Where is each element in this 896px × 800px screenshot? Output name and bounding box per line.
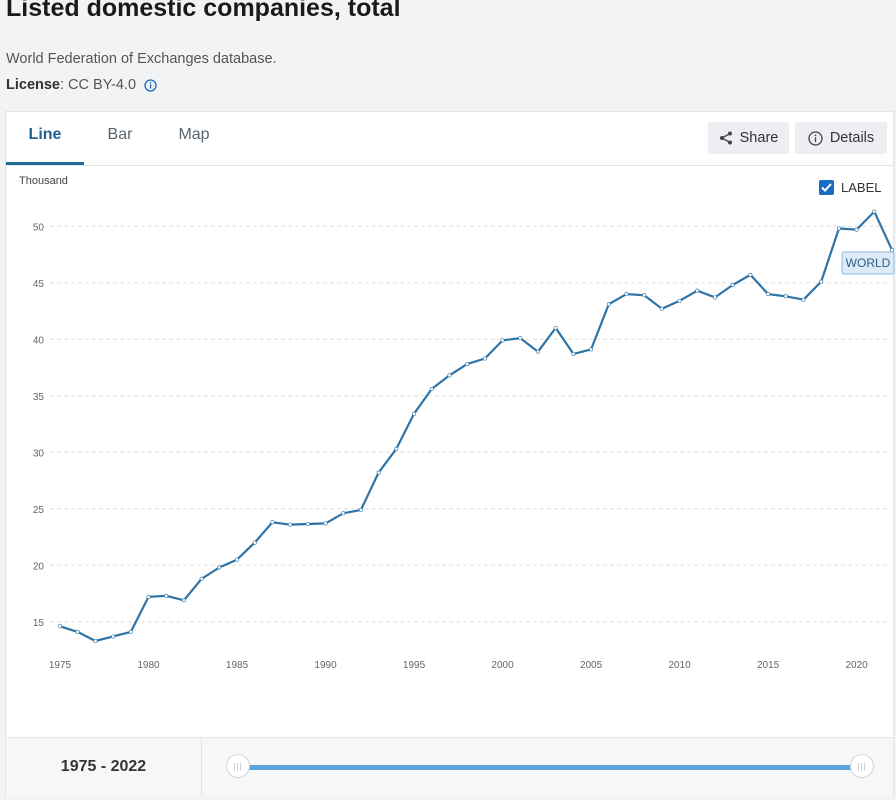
data-point — [783, 294, 788, 299]
y-tick-label: 50 — [33, 222, 45, 233]
info-icon[interactable] — [144, 78, 157, 92]
data-point — [518, 336, 523, 341]
data-point — [323, 521, 328, 526]
data-point — [553, 325, 558, 330]
data-point — [199, 576, 204, 581]
data-point — [358, 507, 363, 512]
data-point — [93, 638, 98, 643]
data-point — [889, 247, 894, 252]
x-tick-label: 1985 — [226, 660, 249, 671]
y-tick-label: 45 — [33, 279, 45, 290]
y-axis-unit: Thousand — [19, 175, 68, 187]
data-point — [57, 624, 62, 629]
series-label-box — [841, 251, 895, 275]
range-footer: 1975 - 2022 ||| ||| — [6, 737, 893, 796]
checkmark-icon — [821, 183, 832, 192]
data-point — [128, 629, 133, 634]
y-tick-label: 25 — [33, 505, 45, 516]
range-end-handle[interactable]: ||| — [850, 754, 874, 778]
chart-panel: Line Bar Map Share Details Thousand LABE… — [5, 111, 895, 796]
info-circle-icon — [808, 130, 823, 146]
data-point — [235, 557, 240, 562]
data-point — [819, 279, 824, 284]
year-range-label: 1975 - 2022 — [6, 738, 202, 796]
tab-bar-chart[interactable]: Bar — [107, 126, 133, 143]
data-point — [270, 520, 275, 525]
tab-line[interactable]: Line — [6, 112, 84, 165]
range-slider-track[interactable] — [238, 765, 863, 770]
data-point — [589, 347, 594, 352]
data-point — [341, 511, 346, 516]
x-tick-label: 2005 — [580, 660, 603, 671]
data-point — [181, 598, 186, 603]
page-title: Listed domestic companies, total — [6, 0, 401, 22]
data-point — [748, 272, 753, 277]
data-point — [642, 293, 647, 298]
y-tick-label: 35 — [33, 392, 45, 403]
x-tick-label: 2020 — [845, 660, 868, 671]
data-point — [854, 227, 859, 232]
share-label: Share — [739, 130, 779, 146]
x-tick-label: 2015 — [757, 660, 780, 671]
data-point — [376, 470, 381, 475]
data-point — [801, 297, 806, 302]
data-point — [146, 594, 151, 599]
license-line: License : CC BY-4.0 — [6, 77, 157, 93]
slider-handle-icon: ||| — [857, 761, 867, 771]
data-point — [836, 226, 841, 231]
tab-bar: Line Bar Map Share Details — [6, 112, 893, 166]
tab-map[interactable]: Map — [178, 126, 210, 143]
data-point — [305, 522, 310, 527]
data-point — [111, 634, 116, 639]
label-checkbox[interactable] — [819, 180, 834, 195]
y-tick-label: 30 — [33, 448, 45, 459]
data-point — [288, 522, 293, 527]
data-point — [252, 540, 257, 545]
range-start-handle[interactable]: ||| — [226, 754, 250, 778]
label-toggle-text: LABEL — [841, 180, 882, 195]
x-tick-label: 1980 — [137, 660, 160, 671]
series-label: WORLD — [846, 256, 891, 270]
data-point — [730, 283, 735, 288]
data-point — [677, 298, 682, 303]
data-point — [695, 288, 700, 293]
source-text: World Federation of Exchanges database. — [6, 51, 277, 67]
line-chart: 15 20 25 30 35 40 45 50 1975 1980 1985 1990 1995 2000… — [33, 209, 895, 671]
data-point — [75, 629, 80, 634]
x-tick-label: 1990 — [314, 660, 337, 671]
data-point — [535, 349, 540, 354]
x-tick-label: 1975 — [49, 660, 72, 671]
share-icon — [719, 131, 732, 145]
series-line — [59, 210, 893, 643]
data-point — [766, 292, 771, 297]
x-tick-label: 2000 — [491, 660, 514, 671]
data-point — [624, 292, 629, 297]
details-label: Details — [829, 130, 875, 146]
data-point — [571, 351, 576, 356]
data-point — [482, 356, 487, 361]
slider-handle-icon: ||| — [233, 761, 243, 771]
license-label: License — [6, 77, 60, 93]
data-point — [872, 209, 877, 214]
y-tick-label: 20 — [33, 561, 45, 572]
data-point — [659, 306, 664, 311]
details-button[interactable]: Details — [795, 122, 887, 154]
license-value: : CC BY-4.0 — [60, 77, 137, 93]
x-tick-label: 1995 — [403, 660, 426, 671]
data-point — [500, 338, 505, 343]
data-point — [164, 593, 169, 598]
data-point — [394, 446, 399, 451]
x-tick-label: 2010 — [668, 660, 691, 671]
y-tick-label: 40 — [33, 335, 45, 346]
data-point — [412, 411, 417, 416]
data-point — [712, 295, 717, 300]
data-point — [429, 386, 434, 391]
data-point — [447, 373, 452, 378]
y-tick-label: 15 — [33, 618, 45, 629]
share-button[interactable]: Share — [708, 122, 789, 154]
data-point — [465, 362, 470, 367]
data-point — [217, 565, 222, 570]
label-toggle[interactable]: LABEL — [819, 180, 881, 195]
data-point — [606, 302, 611, 307]
